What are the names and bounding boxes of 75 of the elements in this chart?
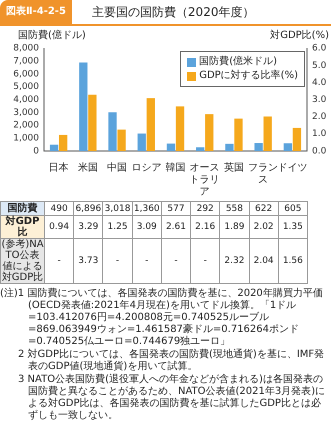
x-tick-label: ドイツ [277, 162, 308, 174]
x-tick-label: フランス [248, 162, 278, 186]
text: 3 NATO公表国防費(退役軍人への年金などが含まれる)は各国発表の国防費と異なることがあるため、NATO公表値(2021年3月発表)による対GDP比は、各国発表の国防費を基に試算したGDP比とは必ずしも一致しない。 [17, 374, 326, 422]
data-label: 1,360 [132, 202, 162, 216]
data-label: 577 [161, 202, 191, 216]
y-tick-label: 1,000 [13, 134, 40, 144]
text: - [102, 238, 132, 284]
bar [205, 114, 214, 151]
text: 対GDP比 [0, 216, 44, 238]
y-tick-label: 8,000 [13, 44, 40, 54]
bar [58, 134, 68, 151]
y-tick-label: 0 [33, 146, 40, 156]
y-tick-label: 6,000 [13, 69, 40, 80]
x-tick-label: 中国 [107, 162, 128, 174]
chart-subtitle: 図表Ⅱ-4-2-5 [0, 0, 72, 24]
text: 3.73 [74, 238, 103, 284]
y-axis-title: 国防費(億ドル) [18, 28, 86, 41]
y2-tick-label: 4.0 [312, 78, 327, 88]
bar [146, 98, 155, 151]
y-tick-label: 7,000 [13, 56, 40, 67]
y-tick-label: 3,000 [13, 108, 40, 118]
x-tick-label: 韓国 [166, 162, 186, 174]
bar [254, 143, 263, 151]
text: - [161, 238, 191, 284]
data-label: 0.94 [44, 216, 74, 238]
text: - [44, 238, 74, 284]
text: 2 対GDP比については、各国発表の国防費(現地通貨)を基に、IMF発表のGDP値(現地通貨)を用いて試算。 [17, 349, 326, 373]
y2-axis-title: 対GDP比(%) [270, 28, 329, 41]
x-tick-label: 米国 [78, 162, 98, 174]
text: (注)1 国防費については、各国発表の国防費を基に、2020年購買力平価(OECD発表値:2021年4月現在)を用いてドル換算。「1ドル=103.412076円=4.200808元=0.740525ルーブル=869.063949ウォン=1.461587豪ドル=0.716264ポンド=0.740525仏ユーロ=0.744679独ユーロ」 [0, 288, 324, 348]
data-label: 2.61 [161, 216, 191, 238]
legend-label: GDPに対する比率(%) [199, 69, 298, 83]
data-label: 490 [44, 202, 74, 216]
y-tick-label: 4,000 [13, 95, 40, 106]
text: 2.04 [249, 238, 278, 284]
bar [166, 144, 176, 151]
y2-tick-label: 1.0 [312, 129, 327, 140]
data-label: 3.29 [74, 216, 103, 238]
data-label: 605 [278, 202, 308, 216]
data-label: 6,896 [74, 202, 103, 216]
text: - [132, 238, 162, 284]
data-label: 292 [190, 202, 220, 216]
data-label: 2.02 [249, 216, 278, 238]
text: 国防費 [0, 202, 44, 216]
bar [264, 116, 272, 151]
bar [225, 144, 234, 151]
data-label: 1.35 [278, 216, 308, 238]
bar [196, 147, 204, 151]
data-label: 3,018 [102, 202, 132, 216]
text: - [190, 238, 220, 284]
text: 1.56 [278, 238, 308, 284]
data-label: 558 [220, 202, 250, 216]
data-label: 1.25 [102, 216, 132, 238]
y2-tick-label: 2.0 [312, 112, 327, 122]
data-label: 622 [249, 202, 278, 216]
y2-tick-label: 0.0 [312, 146, 327, 156]
chart-title: 主要国の国防費（2020年度） [92, 4, 254, 20]
text: (参考)NATO公表値による対GDP比 [0, 238, 44, 284]
text: 2.32 [220, 238, 250, 284]
y2-tick-label: 3.0 [312, 95, 327, 106]
y2-tick-label: 6.0 [312, 44, 327, 54]
data-label: 1.89 [220, 216, 250, 238]
x-tick-label: ロシア [131, 162, 162, 174]
bar [292, 128, 302, 151]
bar [234, 118, 243, 151]
x-tick-label: オーストラリア [190, 162, 220, 198]
y2-tick-label: 5.0 [312, 60, 327, 71]
bar [176, 106, 184, 151]
y-tick-label: 2,000 [13, 120, 40, 131]
x-tick-label: 日本 [48, 162, 69, 174]
x-tick-label: 英国 [224, 162, 244, 174]
y-tick-label: 5,000 [13, 82, 40, 92]
data-label: 2.16 [190, 216, 220, 238]
data-label: 3.09 [132, 216, 162, 238]
legend-label: 国防費(億米ドル) [199, 55, 278, 69]
